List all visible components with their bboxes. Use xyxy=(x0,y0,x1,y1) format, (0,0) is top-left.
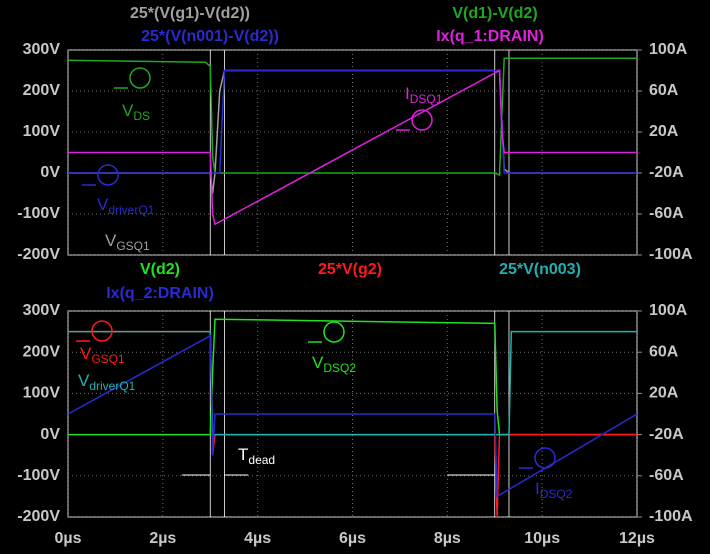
annotation: VGSQ1 xyxy=(80,344,125,366)
annotation-text: I xyxy=(405,84,410,103)
annotation-sub: DSQ2 xyxy=(540,487,573,501)
marker-circle xyxy=(91,320,113,342)
y-tick-label: 100V xyxy=(23,385,61,402)
marker-circle xyxy=(129,67,151,89)
annotation-sub: dead xyxy=(248,453,275,467)
y2-tick-label: 100A xyxy=(649,41,688,58)
annotation-sub: driverQ1 xyxy=(89,379,135,393)
y2-tick-label: 60A xyxy=(649,82,679,99)
y2-tick-label: -20A xyxy=(649,426,684,443)
legend-label: 25*V(g2) xyxy=(318,261,382,278)
annotation-sub: DSQ2 xyxy=(323,361,356,375)
series-line xyxy=(67,334,638,498)
x-tick-label: 8µs xyxy=(434,530,461,547)
series-line xyxy=(68,69,637,226)
annotation-text: V xyxy=(122,101,134,120)
x-tick-label: 0µs xyxy=(54,530,81,547)
series-line xyxy=(68,318,637,436)
annotation: VDS xyxy=(122,101,150,123)
annotation-text: V xyxy=(80,344,92,363)
annotation-text: V xyxy=(97,195,109,214)
y-tick-label: 0V xyxy=(40,426,60,443)
x-tick-label: 4µs xyxy=(244,530,271,547)
annotation-sub: DS xyxy=(133,109,150,123)
marker-circle xyxy=(411,109,433,131)
y2-tick-label: 60A xyxy=(649,343,679,360)
y-tick-label: 200V xyxy=(23,82,61,99)
y2-tick-label: -60A xyxy=(649,467,684,484)
legend-label: V(d2) xyxy=(140,261,180,278)
marker-circle xyxy=(534,447,556,469)
annotation-text: T xyxy=(238,445,248,464)
marker-circle xyxy=(323,321,345,343)
marker-circle xyxy=(97,164,119,186)
y2-tick-label: 100A xyxy=(649,302,688,319)
x-tick-label: 6µs xyxy=(339,530,366,547)
y-tick-label: -100V xyxy=(17,467,60,484)
annotation: IDSQ1 xyxy=(405,84,443,106)
annotation: IDSQ2 xyxy=(535,479,573,501)
annotation: VdriverQ1 xyxy=(97,195,155,217)
legend-label: 25*V(n003) xyxy=(499,261,581,278)
y-tick-label: 100V xyxy=(23,123,61,140)
y-tick-label: -200V xyxy=(17,508,60,525)
y-tick-label: 300V xyxy=(23,41,61,58)
y2-tick-label: -20A xyxy=(649,164,684,181)
y-tick-label: 0V xyxy=(40,164,60,181)
x-tick-label: 10µs xyxy=(524,530,560,547)
legend-label: V(d1)-V(d2) xyxy=(452,5,537,22)
y-tick-label: -200V xyxy=(17,246,60,263)
y2-tick-label: -60A xyxy=(649,205,684,222)
y2-tick-label: -100A xyxy=(649,246,693,263)
legend-label: 25*(V(n001)-V(d2)) xyxy=(141,28,279,45)
y2-tick-label: 20A xyxy=(649,385,679,402)
series-line xyxy=(68,69,637,174)
annotation-sub: driverQ1 xyxy=(108,203,154,217)
y-tick-label: 300V xyxy=(23,302,61,319)
x-tick-label: 2µs xyxy=(149,530,176,547)
legend-label: 25*(V(g1)-V(d2)) xyxy=(130,5,250,22)
annotation-sub: GSQ1 xyxy=(116,239,150,253)
y2-tick-label: -100A xyxy=(649,508,693,525)
annotation: Tdead xyxy=(238,445,275,467)
series-line xyxy=(68,330,637,436)
annotation-text: V xyxy=(105,231,117,250)
annotation-text: V xyxy=(78,371,90,390)
annotation-text: I xyxy=(535,479,540,498)
y-tick-label: -100V xyxy=(17,205,60,222)
annotation-text: V xyxy=(312,353,324,372)
x-tick-label: 12µs xyxy=(619,530,655,547)
y-tick-label: 200V xyxy=(23,343,61,360)
annotation-sub: GSQ1 xyxy=(91,352,125,366)
y2-tick-label: 20A xyxy=(649,123,679,140)
legend-label: Ix(q_2:DRAIN) xyxy=(106,285,214,302)
annotation: VGSQ1 xyxy=(105,231,150,253)
annotation: VdriverQ1 xyxy=(78,371,136,393)
annotation: VDSQ2 xyxy=(312,353,356,375)
annotation-sub: DSQ1 xyxy=(410,92,443,106)
legend-label: Ix(q_1:DRAIN) xyxy=(436,28,544,45)
